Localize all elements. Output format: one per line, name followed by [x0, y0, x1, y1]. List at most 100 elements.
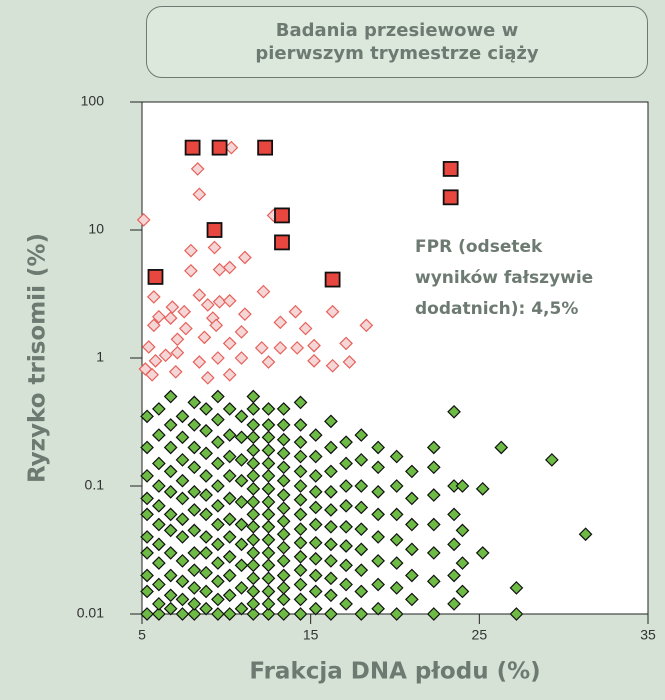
point: [246, 469, 261, 483]
point: [163, 418, 178, 432]
point: [509, 581, 524, 595]
point: [140, 568, 154, 583]
point: [342, 355, 357, 369]
point: [246, 597, 261, 611]
point: [324, 440, 338, 455]
point: [288, 304, 303, 319]
point: [447, 404, 461, 419]
point: [325, 304, 340, 319]
point: [293, 522, 308, 537]
point: [276, 473, 291, 488]
point: [163, 507, 178, 522]
point: [187, 485, 202, 499]
point: [184, 263, 198, 278]
point: [276, 527, 291, 542]
point: [308, 485, 323, 499]
point: [293, 507, 308, 522]
point: [354, 522, 369, 537]
point: [405, 542, 419, 557]
x-tick-label: 15: [303, 627, 319, 643]
chart-title: Badania przesiewowe w pierwszym trymestr…: [255, 20, 539, 64]
point: [175, 512, 190, 527]
point: [276, 554, 291, 568]
point: [145, 367, 159, 382]
point: [140, 607, 154, 621]
point: [199, 469, 213, 483]
point: [222, 402, 237, 416]
point: [276, 607, 291, 621]
point: [276, 581, 291, 595]
point: [324, 414, 338, 429]
point: [170, 345, 185, 360]
point: [187, 607, 202, 621]
point: [293, 395, 308, 410]
point: [222, 336, 237, 351]
point: [276, 460, 291, 475]
point: [192, 187, 207, 202]
point: [578, 527, 593, 542]
point: [207, 240, 222, 255]
point: [175, 430, 190, 445]
point: [246, 402, 261, 416]
point: [152, 479, 166, 493]
point: [290, 341, 305, 355]
point: [199, 565, 213, 580]
point: [175, 592, 190, 607]
point: [307, 338, 321, 353]
point: [261, 507, 276, 522]
x-tick-label: 25: [472, 627, 488, 643]
point: [261, 402, 276, 416]
point: [152, 456, 166, 471]
point: [148, 354, 163, 368]
point: [199, 507, 213, 522]
point: [246, 558, 261, 573]
point: [246, 571, 261, 586]
point: [405, 491, 419, 506]
point: [211, 517, 225, 532]
point: [339, 479, 353, 493]
y-tick-label: 10: [88, 221, 104, 237]
point: [234, 409, 249, 424]
point: [339, 456, 353, 471]
point: [187, 440, 202, 455]
point: [234, 430, 249, 445]
point: [339, 539, 353, 553]
point: [222, 449, 237, 464]
point: [276, 501, 291, 516]
point: [187, 597, 202, 611]
point: [293, 492, 308, 507]
point: [442, 161, 459, 177]
point: [324, 464, 338, 479]
point: [308, 601, 323, 616]
point: [200, 370, 215, 385]
point: [405, 464, 419, 479]
point: [175, 574, 190, 589]
point: [234, 601, 249, 616]
point: [211, 498, 225, 513]
point: [293, 592, 308, 607]
point: [371, 460, 385, 475]
point: [354, 500, 369, 515]
point: [187, 523, 202, 538]
point: [324, 571, 338, 586]
point: [261, 597, 276, 611]
point: [140, 546, 154, 560]
point: [308, 469, 323, 483]
point: [163, 546, 178, 560]
point: [261, 430, 276, 445]
point: [274, 234, 290, 251]
point: [426, 607, 441, 621]
point: [339, 498, 353, 513]
y-tick-label: 0.01: [77, 605, 104, 621]
point: [163, 464, 178, 479]
point: [426, 574, 441, 589]
point: [261, 607, 276, 621]
x-tick-label: 35: [640, 627, 656, 643]
point: [308, 551, 323, 566]
point: [246, 584, 261, 599]
point: [293, 549, 308, 564]
point: [211, 435, 225, 450]
point: [261, 532, 276, 547]
point: [146, 318, 161, 333]
point: [199, 530, 213, 544]
